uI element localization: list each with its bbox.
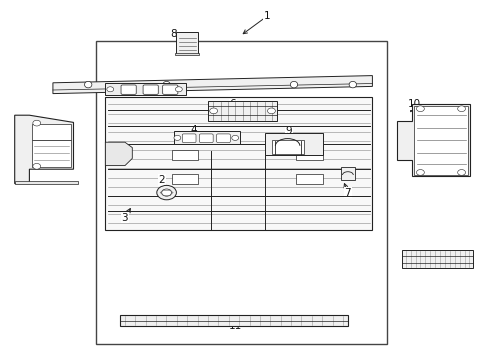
Circle shape	[268, 108, 275, 114]
Polygon shape	[105, 83, 186, 95]
Polygon shape	[105, 97, 372, 230]
Circle shape	[458, 170, 466, 175]
Bar	[96, 41, 387, 344]
Text: 3: 3	[122, 213, 128, 223]
Polygon shape	[175, 53, 199, 55]
Bar	[172, 150, 198, 160]
Circle shape	[107, 87, 114, 92]
Text: 8: 8	[171, 29, 177, 39]
Polygon shape	[341, 167, 355, 180]
Ellipse shape	[349, 81, 356, 88]
FancyBboxPatch shape	[163, 85, 178, 94]
FancyBboxPatch shape	[182, 134, 196, 143]
FancyBboxPatch shape	[217, 134, 230, 143]
Polygon shape	[32, 124, 71, 140]
Circle shape	[232, 135, 239, 140]
Polygon shape	[414, 106, 468, 175]
Polygon shape	[272, 140, 304, 154]
Circle shape	[416, 106, 424, 112]
FancyBboxPatch shape	[143, 85, 158, 94]
Polygon shape	[402, 250, 473, 268]
Ellipse shape	[84, 81, 92, 88]
Polygon shape	[15, 181, 78, 184]
Bar	[296, 150, 323, 160]
Circle shape	[33, 163, 41, 169]
Polygon shape	[120, 315, 348, 326]
Polygon shape	[265, 133, 323, 155]
Polygon shape	[174, 131, 240, 144]
Text: 12: 12	[32, 117, 46, 127]
Circle shape	[458, 106, 466, 112]
Text: 1: 1	[264, 11, 270, 21]
Text: 10: 10	[408, 99, 420, 109]
Text: 6: 6	[229, 99, 236, 109]
Circle shape	[157, 185, 176, 200]
Polygon shape	[176, 32, 198, 54]
Circle shape	[33, 120, 41, 126]
Polygon shape	[53, 76, 372, 94]
Polygon shape	[105, 142, 132, 166]
Text: 5: 5	[425, 261, 432, 271]
Circle shape	[174, 135, 181, 140]
Polygon shape	[208, 101, 277, 121]
Text: 7: 7	[344, 188, 351, 198]
Polygon shape	[15, 115, 74, 184]
FancyBboxPatch shape	[199, 134, 213, 143]
Polygon shape	[397, 104, 470, 176]
Bar	[296, 174, 323, 184]
Circle shape	[416, 170, 424, 175]
Text: 2: 2	[158, 175, 165, 185]
Bar	[172, 174, 198, 184]
Ellipse shape	[290, 81, 297, 88]
Circle shape	[162, 189, 172, 196]
Text: 11: 11	[228, 321, 242, 331]
FancyBboxPatch shape	[121, 85, 136, 94]
Text: 9: 9	[286, 126, 293, 136]
Polygon shape	[32, 140, 71, 167]
Ellipse shape	[163, 81, 171, 88]
Circle shape	[175, 87, 182, 92]
Circle shape	[210, 108, 218, 114]
Text: 4: 4	[190, 125, 197, 135]
